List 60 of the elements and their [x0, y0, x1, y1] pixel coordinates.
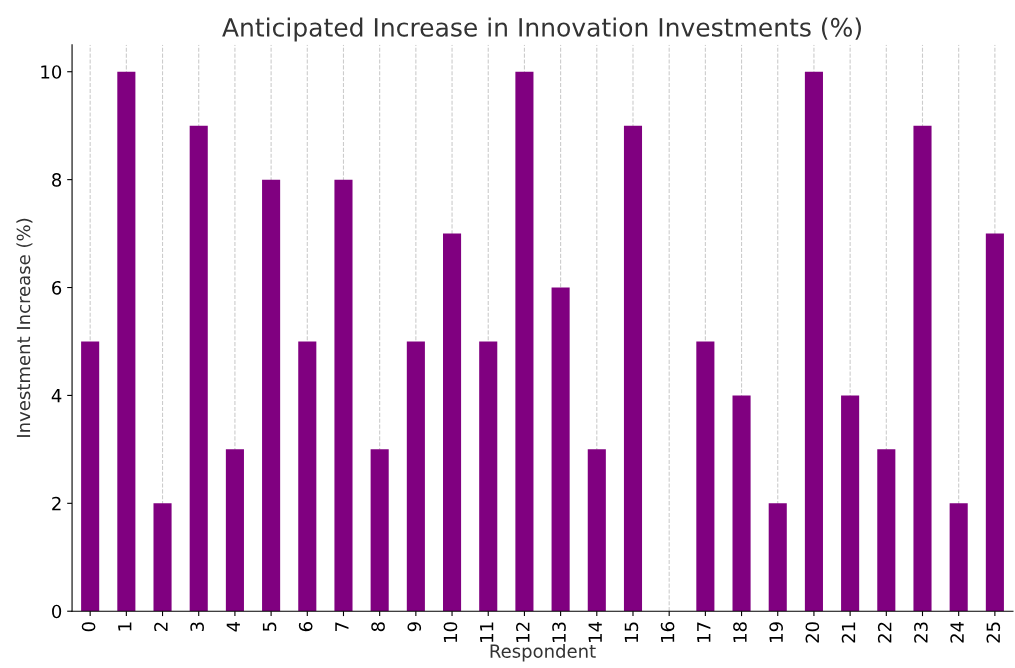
x-tick-label: 0 — [81, 622, 96, 632]
chart-title: Anticipated Increase in Innovation Investments (%) — [222, 17, 861, 42]
bar — [623, 125, 643, 612]
bar — [81, 341, 100, 612]
x-tick-label: 7 — [335, 622, 349, 631]
bar — [479, 341, 498, 612]
x-tick-label: 15 — [624, 622, 639, 642]
bar — [225, 449, 244, 612]
x-tick-label: 6 — [298, 622, 313, 632]
bar — [804, 71, 823, 612]
x-tick-label: 2 — [154, 622, 168, 632]
bar — [696, 341, 715, 612]
y-tick-label: 10 — [41, 65, 62, 79]
x-tick-label: 22 — [877, 622, 892, 643]
y-tick-label: 4 — [51, 389, 62, 403]
bar — [262, 179, 281, 612]
bar — [551, 287, 570, 612]
x-tick-label: 10 — [443, 622, 458, 642]
y-tick-label: 2 — [52, 496, 61, 511]
x-tick-label: 11 — [480, 622, 494, 642]
x-tick-label: 4 — [226, 621, 240, 632]
bar — [153, 503, 172, 612]
y-tick-label: 6 — [52, 280, 62, 295]
bar — [949, 503, 968, 612]
y-tick-label: 8 — [52, 173, 62, 187]
x-tick-label: 12 — [516, 622, 530, 642]
bar — [406, 341, 425, 612]
x-axis-title: Respondent — [490, 643, 596, 662]
bar — [298, 341, 317, 612]
x-tick-label: 21 — [841, 622, 856, 643]
x-tick-label: 25 — [986, 622, 1001, 643]
bar — [877, 449, 896, 612]
y-tick-label: 0 — [52, 604, 62, 619]
bar — [117, 71, 136, 612]
y-axis-title: Investment Increase (%) — [16, 218, 33, 437]
bar — [189, 125, 208, 612]
x-tick-label: 18 — [733, 622, 747, 642]
x-tick-label: 20 — [805, 622, 820, 643]
bar — [515, 71, 534, 612]
x-tick-label: 16 — [660, 622, 675, 642]
x-tick-label: 23 — [914, 622, 928, 643]
x-tick-label: 9 — [407, 622, 422, 632]
x-tick-label: 17 — [697, 622, 711, 642]
x-tick-label: 1 — [118, 622, 132, 631]
x-tick-label: 14 — [588, 621, 602, 642]
bar — [587, 449, 606, 612]
x-tick-label: 8 — [371, 622, 385, 632]
bar — [334, 179, 353, 612]
bar — [913, 125, 932, 612]
x-tick-label: 5 — [262, 622, 277, 632]
x-tick-label: 19 — [769, 622, 783, 642]
bar — [768, 503, 787, 612]
bar — [732, 395, 751, 612]
bar — [370, 449, 389, 612]
x-tick-label: 13 — [552, 622, 566, 642]
bar — [985, 233, 1004, 612]
bar — [443, 233, 462, 612]
bar — [841, 395, 860, 612]
x-tick-label: 3 — [190, 622, 204, 632]
x-tick-label: 24 — [950, 621, 964, 643]
